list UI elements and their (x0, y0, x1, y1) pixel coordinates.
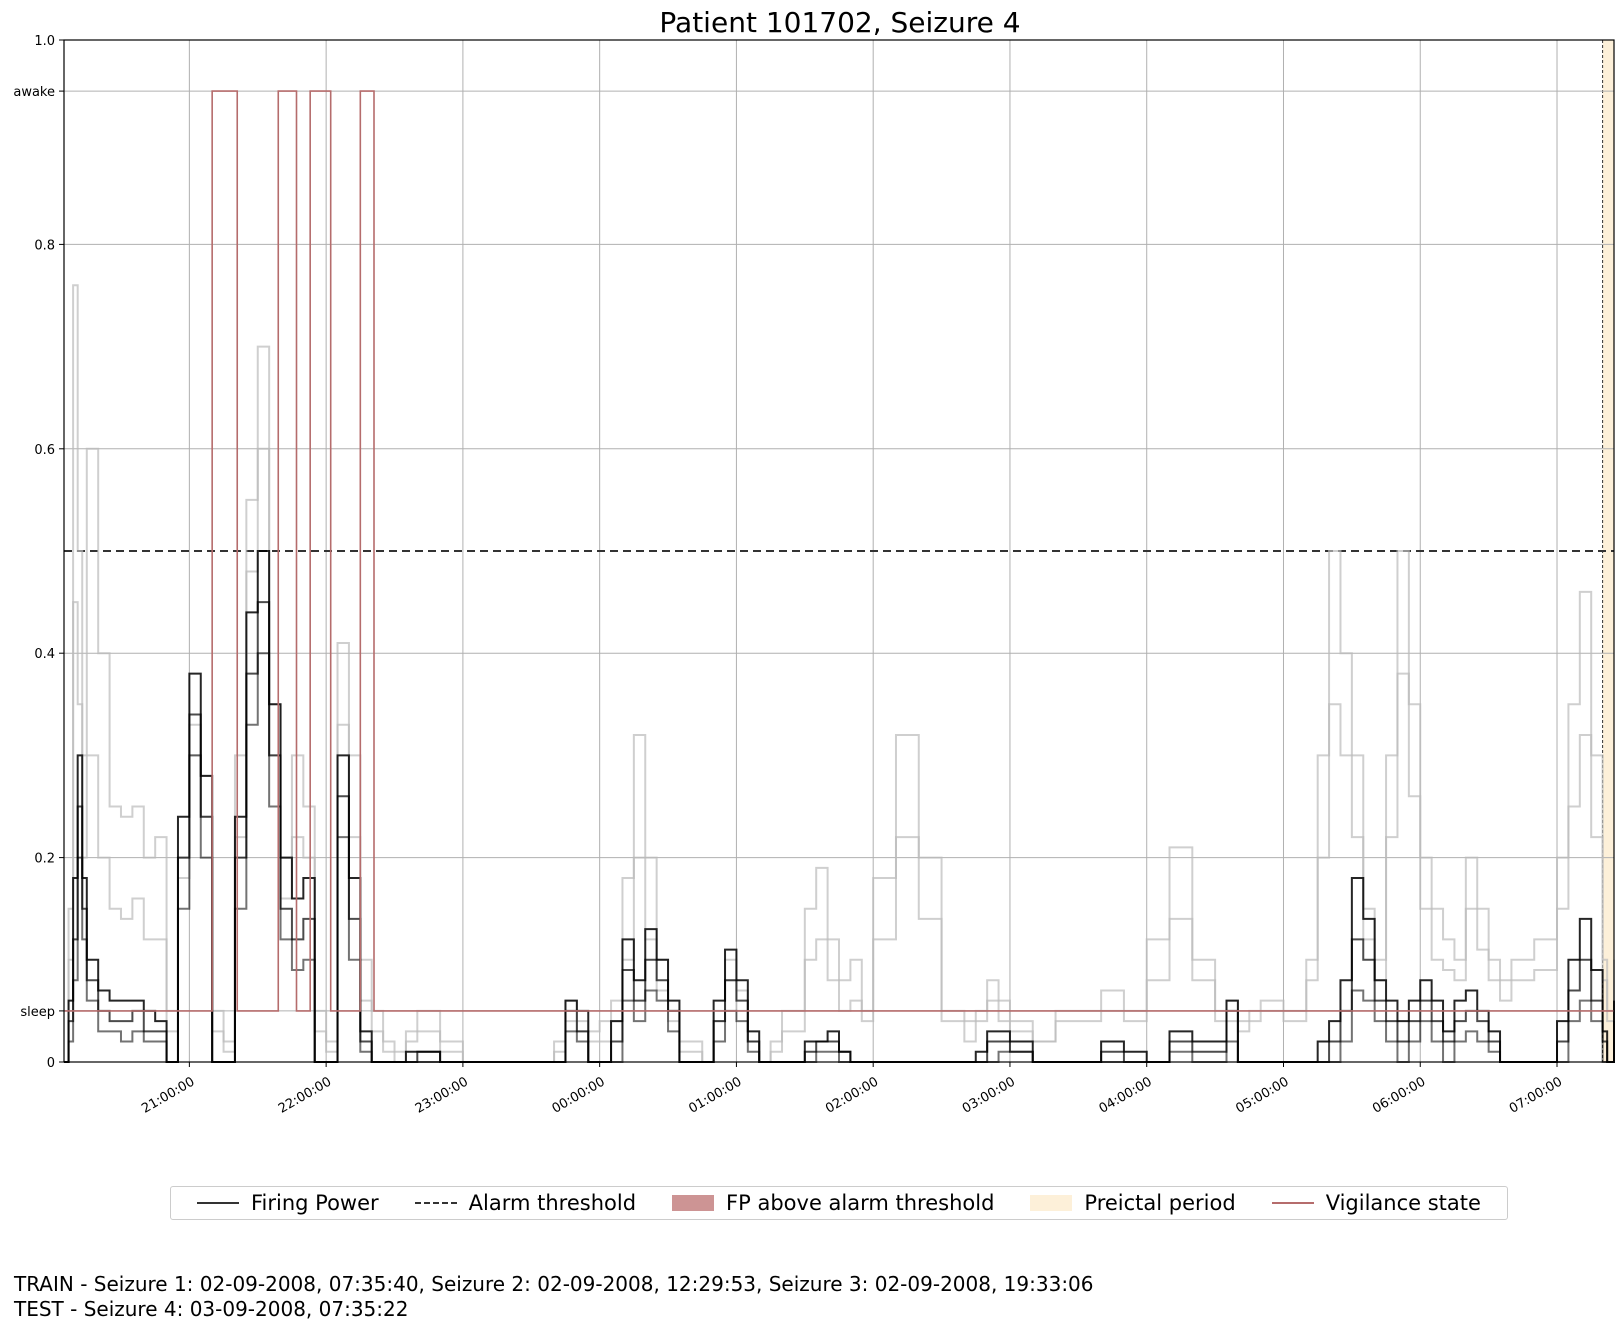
x-tick-label: 01:00:00 (686, 1074, 744, 1116)
legend-swatch-alarm-threshold (414, 1202, 457, 1204)
preictal-band (1602, 40, 1614, 1062)
train-seizures-text: TRAIN - Seizure 1: 02-09-2008, 07:35:40,… (14, 1272, 1094, 1296)
legend-swatch-firing-power (197, 1202, 239, 1204)
x-tick-label: 00:00:00 (550, 1074, 608, 1116)
legend-label-fp-above: FP above alarm threshold (726, 1191, 995, 1215)
x-tick-label: 23:00:00 (413, 1074, 471, 1116)
y-tick-label: 0.2 (34, 852, 55, 867)
y-tick-label: 0.6 (34, 443, 55, 458)
plot-layer: 21:00:00 22:00:00 23:00:00 00:00:00 01:00:00… (13, 34, 1615, 1117)
legend-label-vigilance: Vigilance state (1325, 1191, 1481, 1215)
chart-title: Patient 101702, Seizure 4 (659, 6, 1020, 39)
y-tick-label: 1.0 (34, 34, 55, 49)
legend-swatch-vigilance (1271, 1202, 1314, 1204)
y-tick-label: awake (13, 85, 55, 100)
x-tick-label: 21:00:00 (139, 1074, 197, 1116)
legend-label-alarm-threshold: Alarm threshold (468, 1191, 637, 1215)
legend-swatch-preictal (1030, 1195, 1073, 1211)
legend-label-preictal: Preictal period (1084, 1191, 1236, 1215)
x-tick-label: 02:00:00 (823, 1074, 881, 1116)
seizure-info: TRAIN - Seizure 1: 02-09-2008, 07:35:40,… (14, 1272, 1094, 1322)
test-seizure-text: TEST - Seizure 4: 03-09-2008, 07:35:22 (14, 1297, 409, 1321)
x-tick-label: 03:00:00 (960, 1074, 1018, 1116)
y-tick-label: 0.4 (34, 647, 55, 662)
legend-item-fp-above: FP above alarm threshold (672, 1191, 994, 1215)
x-tick-label: 05:00:00 (1233, 1074, 1291, 1116)
legend-item-vigilance: Vigilance state (1271, 1191, 1481, 1215)
y-tick-label: 0.8 (34, 238, 55, 253)
x-tick-label: 07:00:00 (1507, 1074, 1565, 1116)
x-tick-label: 22:00:00 (276, 1074, 334, 1116)
chart-area: Patient 101702, Seizure 4 21:00:00 22:00:… (13, 6, 1615, 1117)
y-tick-label: 0 (47, 1056, 55, 1071)
vigilance-state-line (64, 90, 1614, 1012)
plot-frame (63, 39, 1615, 1063)
y-tick-label: sleep (20, 1005, 55, 1020)
legend-item-firing-power: Firing Power (197, 1191, 379, 1215)
legend-item-preictal: Preictal period (1030, 1191, 1236, 1215)
x-tick-label: 04:00:00 (1097, 1074, 1155, 1116)
legend-item-alarm-threshold: Alarm threshold (414, 1191, 637, 1215)
legend-swatch-fp-above (672, 1195, 715, 1211)
legend: Firing Power Alarm threshold FP above al… (170, 1186, 1508, 1220)
legend-label-firing-power: Firing Power (251, 1191, 379, 1215)
x-tick-label: 06:00:00 (1370, 1074, 1428, 1116)
